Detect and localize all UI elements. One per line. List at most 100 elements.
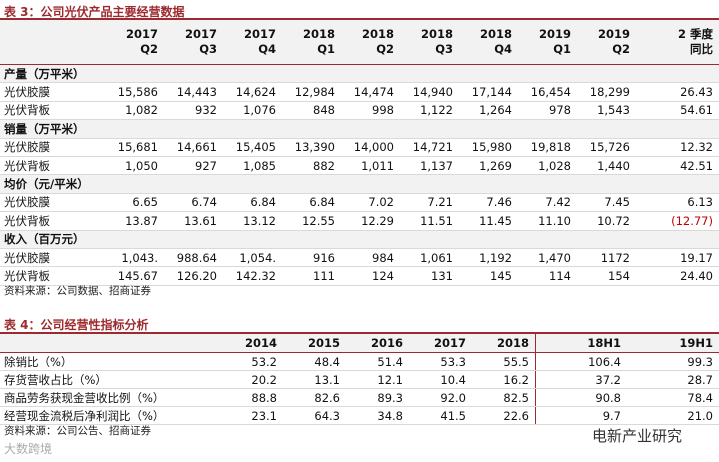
data-cell: 1,050 xyxy=(125,158,158,173)
data-cell: 13.12 xyxy=(243,213,276,228)
data-cell: 16,454 xyxy=(530,85,571,100)
data-cell: 932 xyxy=(195,103,217,118)
header-text: 2 季度 xyxy=(677,27,713,41)
data-cell: (12.77) xyxy=(671,213,713,228)
section-label: 收入（百万元） xyxy=(4,232,85,247)
data-row: 光伏胶膜 1,043. 988.64 1,054. 916 984 1,061 1,192 1,… xyxy=(0,249,719,268)
data-cell: 111 xyxy=(313,268,335,283)
header-cell: 2017 xyxy=(409,334,472,352)
header-cell: 18H1 xyxy=(535,334,627,352)
header-row: 2014 2015 2016 2017 2018 18H1 19H1 xyxy=(0,334,719,353)
data-cell: 154 xyxy=(608,268,630,283)
header-text: 2017 xyxy=(184,27,217,41)
data-cell: 99.3 xyxy=(687,354,713,369)
header-text: 19H1 xyxy=(679,335,713,350)
data-row: 存货营收占比（%） 20.2 13.1 12.1 10.4 16.2 37.2 28.7 xyxy=(0,371,719,389)
header-text: 2014 xyxy=(244,335,277,350)
header-cell: 2018 Q1 xyxy=(282,20,341,64)
data-cell: 998 xyxy=(372,103,394,118)
data-cell: 927 xyxy=(195,158,217,173)
data-cell: 13.87 xyxy=(125,213,158,228)
watermark: 电新产业研究 xyxy=(592,427,683,445)
data-cell: 14,443 xyxy=(176,85,217,100)
header-cell: 2015 xyxy=(283,334,346,352)
header-cell: 2016 xyxy=(346,334,409,352)
row-label: 光伏背板 xyxy=(4,158,50,173)
data-cell: 90.8 xyxy=(535,389,627,406)
data-cell: 11.45 xyxy=(479,213,512,228)
data-cell: 916 xyxy=(313,250,335,265)
data-cell: 14,940 xyxy=(412,85,453,100)
data-cell: 55.5 xyxy=(503,354,529,369)
row-label: 经营现金流税后净利润比（%） xyxy=(4,408,165,423)
header-cell: 2017 Q2 xyxy=(105,20,164,64)
header-text: Q2 xyxy=(612,42,630,56)
data-cell: 13.1 xyxy=(314,372,340,387)
data-row: 商品劳务获现金营收比例（%） 88.8 82.6 89.3 92.0 82.5 90.8 78… xyxy=(0,389,719,407)
data-cell: 14,661 xyxy=(176,140,217,155)
row-label: 存货营收占比（%） xyxy=(4,372,107,387)
data-cell: 1,061 xyxy=(420,250,453,265)
table4-source: 资料来源：公司公告、招商证券 xyxy=(4,425,151,437)
header-cell: 2017 Q4 xyxy=(223,20,282,64)
header-cell: 2018 xyxy=(472,334,535,352)
data-cell: 20.2 xyxy=(251,372,277,387)
data-cell: 1,082 xyxy=(125,103,158,118)
header-text: 18H1 xyxy=(587,335,621,350)
row-label: 光伏背板 xyxy=(4,103,50,118)
data-cell: 12,984 xyxy=(294,85,335,100)
data-cell: 1,054. xyxy=(239,250,276,265)
header-cell: 2 季度 同比 xyxy=(636,20,719,64)
data-cell: 15,681 xyxy=(117,140,158,155)
header-text: 2018 xyxy=(479,27,512,41)
data-cell: 1,269 xyxy=(479,158,512,173)
table3-source: 资料来源：公司数据、招商证券 xyxy=(4,285,151,297)
data-row: 光伏背板 1,050 927 1,085 882 1,011 1,137 1,269 1,028… xyxy=(0,157,719,176)
row-label: 商品劳务获现金营收比例（%） xyxy=(4,390,165,405)
data-cell: 1,264 xyxy=(479,103,512,118)
header-text: Q4 xyxy=(258,42,276,56)
header-text: Q1 xyxy=(317,42,335,56)
data-cell: 1,076 xyxy=(243,103,276,118)
header-text: 2018 xyxy=(361,27,394,41)
data-cell: 15,980 xyxy=(471,140,512,155)
header-row: 2017 Q2 2017 Q3 2017 Q4 2018 Q1 2018 Q2 2018 Q3 2018… xyxy=(0,20,719,65)
data-cell: 6.65 xyxy=(132,195,158,210)
header-cell xyxy=(0,20,105,64)
section-label: 均价（元/平米） xyxy=(4,177,89,192)
header-text: 2017 xyxy=(433,335,466,350)
data-cell: 42.51 xyxy=(680,158,713,173)
data-cell: 15,726 xyxy=(589,140,630,155)
data-cell: 7.42 xyxy=(545,195,571,210)
data-cell: 22.6 xyxy=(503,408,529,423)
data-cell: 11.51 xyxy=(420,213,453,228)
data-row: 除销比（%） 53.2 48.4 51.4 53.3 55.5 106.4 99.3 xyxy=(0,353,719,371)
data-cell: 82.5 xyxy=(503,390,529,405)
data-cell: 41.5 xyxy=(440,408,466,423)
row-label: 光伏背板 xyxy=(4,213,50,228)
section-row: 收入（百万元） xyxy=(0,230,719,249)
data-cell: 15,405 xyxy=(235,140,276,155)
header-cell: 2018 Q3 xyxy=(400,20,459,64)
data-cell: 82.6 xyxy=(314,390,340,405)
data-row: 光伏胶膜 6.65 6.74 6.84 6.84 7.02 7.21 7.46 7.42 7.45… xyxy=(0,194,719,213)
row-label: 除销比（%） xyxy=(4,354,73,369)
data-cell: 7.46 xyxy=(486,195,512,210)
header-cell: 2018 Q2 xyxy=(341,20,400,64)
section-row: 均价（元/平米） xyxy=(0,175,719,194)
data-cell: 1,137 xyxy=(420,158,453,173)
row-label: 光伏胶膜 xyxy=(4,195,50,210)
header-cell: 2019 Q1 xyxy=(518,20,577,64)
data-cell: 14,000 xyxy=(353,140,394,155)
data-cell: 16.2 xyxy=(503,372,529,387)
header-text: 2018 xyxy=(420,27,453,41)
data-cell: 48.4 xyxy=(314,354,340,369)
data-cell: 124 xyxy=(372,268,394,283)
section-label: 销量（万平米） xyxy=(4,121,85,136)
data-cell: 7.02 xyxy=(368,195,394,210)
data-cell: 13.61 xyxy=(184,213,217,228)
header-text: Q2 xyxy=(140,42,158,56)
data-cell: 12.1 xyxy=(377,372,403,387)
data-cell: 89.3 xyxy=(377,390,403,405)
